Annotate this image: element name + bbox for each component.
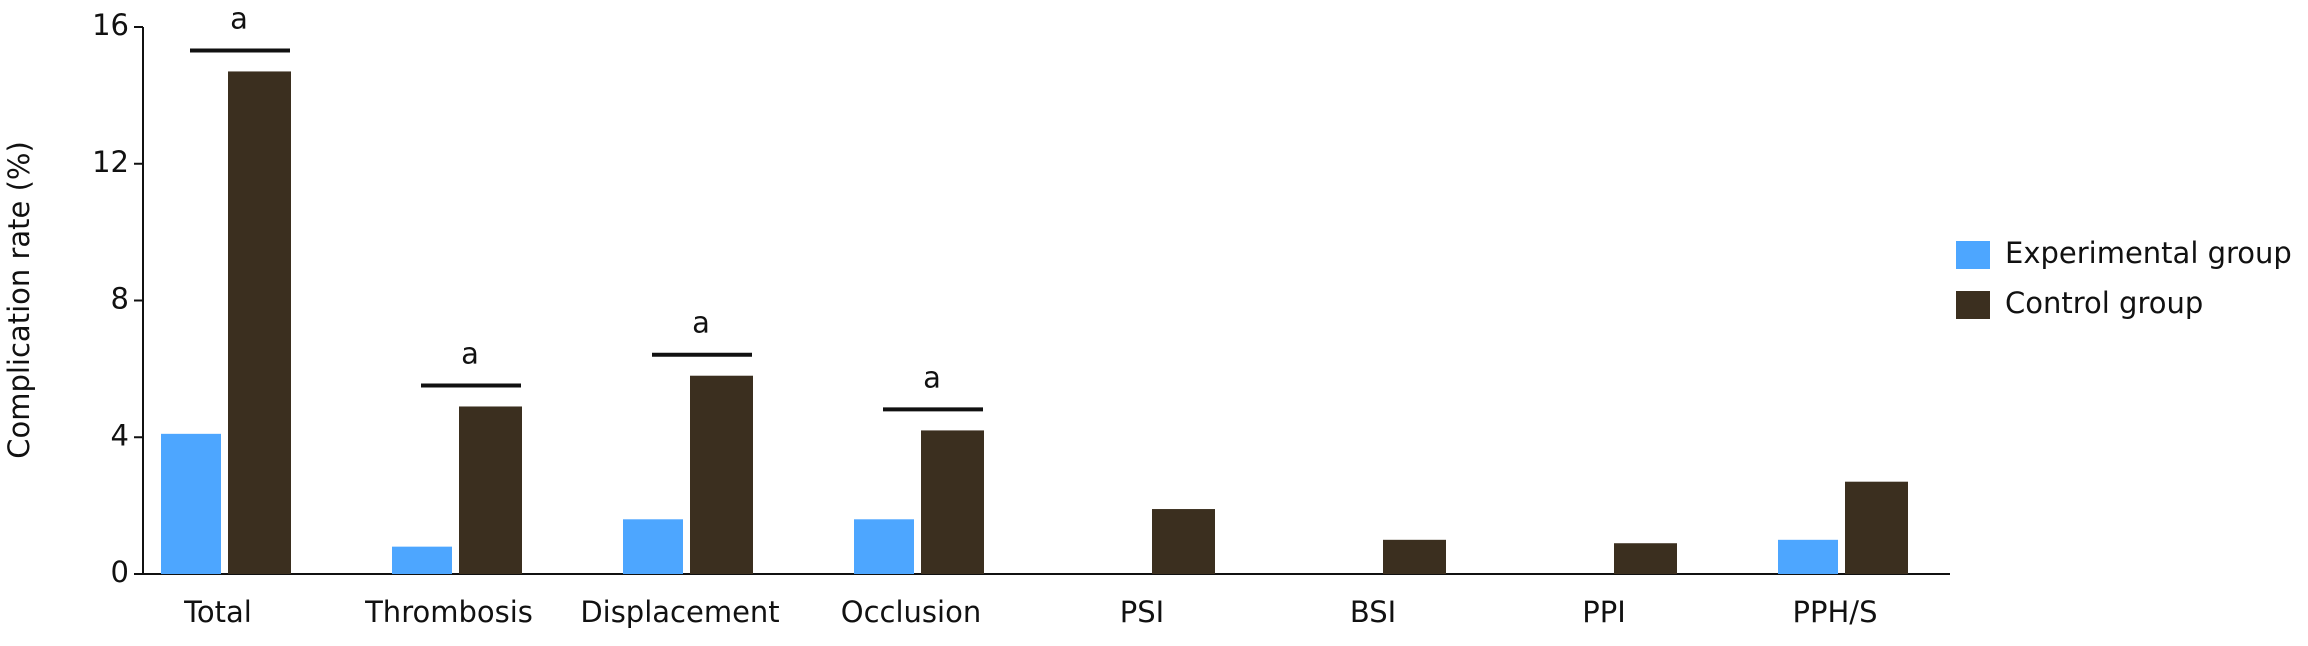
significance-label: a [692, 306, 710, 340]
x-tick-label: PPI [1582, 595, 1626, 629]
bar [623, 519, 683, 574]
y-axis-label: Complication rate (%) [2, 141, 36, 459]
x-tick-label: Displacement [580, 595, 779, 629]
y-tick-label: 8 [111, 282, 129, 316]
x-tick-label: Thrombosis [364, 595, 533, 629]
x-tick-label: Total [183, 595, 252, 629]
bar [1778, 539, 1838, 574]
x-tick-label: PPH/S [1793, 595, 1878, 629]
bar [1845, 481, 1908, 574]
significance-label: a [461, 336, 479, 370]
bar [690, 375, 753, 574]
legend-swatch [1956, 291, 1990, 319]
y-tick-label: 4 [111, 418, 129, 452]
legend-label: Experimental group [2005, 236, 2292, 270]
legend-swatch [1956, 241, 1990, 269]
significance-label: a [923, 360, 941, 394]
bar [228, 71, 291, 574]
bar [459, 406, 522, 574]
bar [161, 433, 221, 574]
bar [854, 519, 914, 574]
significance-label: a [230, 1, 248, 35]
y-tick-label: 16 [92, 8, 129, 42]
y-tick-label: 12 [92, 145, 129, 179]
bar [921, 430, 984, 574]
x-tick-label: BSI [1350, 595, 1396, 629]
bar [392, 546, 452, 574]
bar [1152, 509, 1215, 574]
bar [1614, 543, 1677, 574]
legend-label: Control group [2005, 286, 2203, 320]
bar [1383, 539, 1446, 574]
x-tick-label: PSI [1120, 595, 1164, 629]
y-tick-label: 0 [111, 555, 129, 589]
x-tick-label: Occlusion [841, 595, 981, 629]
